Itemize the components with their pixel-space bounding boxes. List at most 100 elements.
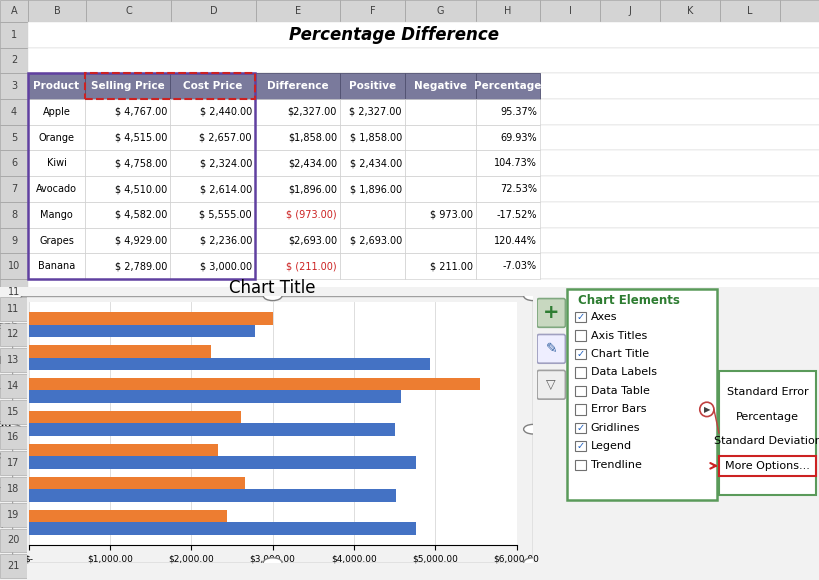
Bar (340, 0, 405, 22)
Circle shape (699, 402, 713, 416)
Text: G: G (437, 6, 444, 16)
Bar (575, 331, 585, 340)
Text: 16: 16 (7, 433, 20, 443)
Bar (29, 411, 241, 423)
Text: Trendline: Trendline (590, 460, 640, 470)
Bar (28, 73, 255, 279)
Bar (0, 253, 28, 279)
Text: Error Bars: Error Bars (590, 404, 645, 414)
Text: ✓: ✓ (576, 349, 584, 359)
Bar (0, 349, 27, 372)
Bar (29, 312, 272, 325)
Bar (29, 345, 210, 357)
Text: ✎: ✎ (545, 342, 556, 356)
Text: Negative: Negative (414, 81, 467, 91)
Text: H: H (504, 6, 511, 16)
Bar (0, 22, 28, 48)
Text: $1,858.00: $1,858.00 (287, 133, 337, 143)
Bar (28, 279, 819, 305)
Bar (405, 202, 475, 228)
Bar (28, 0, 86, 22)
Bar (171, 0, 256, 22)
Text: ✓: ✓ (576, 312, 584, 322)
Text: -7.03%: -7.03% (502, 262, 536, 271)
Bar (0, 528, 27, 552)
Bar (170, 253, 255, 279)
Bar (0, 228, 28, 253)
Bar (170, 228, 255, 253)
Bar (405, 253, 475, 279)
Bar (0, 0, 28, 22)
Bar (170, 176, 255, 202)
Text: Avocado: Avocado (36, 184, 77, 194)
Bar (0, 477, 27, 501)
Text: Mango: Mango (40, 210, 73, 220)
Text: $ 4,929.00: $ 4,929.00 (115, 235, 167, 245)
Bar (29, 378, 480, 390)
Bar (255, 73, 340, 99)
Bar (255, 150, 340, 176)
Bar (405, 0, 475, 22)
Bar (0, 73, 28, 99)
Text: $ 4,582.00: $ 4,582.00 (115, 210, 167, 220)
Bar (340, 176, 405, 202)
Text: 14: 14 (7, 381, 20, 391)
Text: Selling Price: Selling Price (91, 81, 164, 91)
Bar (29, 456, 415, 469)
Text: $2,434.00: $2,434.00 (287, 158, 337, 168)
Bar (28, 176, 819, 202)
Bar (475, 99, 540, 125)
Bar (29, 522, 416, 535)
Text: 1: 1 (11, 30, 17, 39)
Bar (475, 150, 540, 176)
Title: Chart Title: Chart Title (229, 279, 315, 298)
Text: 4: 4 (11, 107, 17, 117)
Bar (28, 125, 819, 150)
Text: ▶: ▶ (703, 405, 709, 414)
Text: $ 211.00: $ 211.00 (429, 262, 473, 271)
Bar (405, 176, 475, 202)
Text: Percentage: Percentage (473, 81, 541, 91)
Text: Axis Titles: Axis Titles (590, 331, 646, 340)
Bar (575, 460, 585, 470)
Bar (170, 202, 255, 228)
Bar (405, 73, 475, 99)
Text: E: E (295, 6, 301, 16)
Bar (28, 253, 819, 279)
Bar (85, 73, 255, 99)
Text: 120.44%: 120.44% (494, 235, 536, 245)
Circle shape (3, 558, 21, 567)
Bar (28, 73, 85, 99)
Bar (475, 125, 540, 150)
Bar (575, 386, 585, 396)
Bar (0, 426, 27, 450)
Bar (719, 0, 779, 22)
Text: 17: 17 (7, 458, 20, 468)
FancyBboxPatch shape (536, 335, 565, 363)
Text: Chart Title: Chart Title (590, 349, 648, 359)
Text: Axes: Axes (590, 312, 617, 322)
Text: D: D (210, 6, 217, 16)
Bar (29, 444, 217, 456)
Text: $ 2,657.00: $ 2,657.00 (199, 133, 251, 143)
Bar (86, 0, 171, 22)
Text: 8: 8 (11, 210, 17, 220)
Text: 69.93%: 69.93% (500, 133, 536, 143)
Bar (575, 404, 585, 415)
Bar (567, 289, 716, 500)
Text: 11: 11 (7, 304, 20, 314)
Text: $ 2,614.00: $ 2,614.00 (200, 184, 251, 194)
Bar (405, 228, 475, 253)
Text: ✓: ✓ (576, 423, 584, 433)
Text: $ 2,434.00: $ 2,434.00 (350, 158, 401, 168)
Text: Data Table: Data Table (590, 386, 649, 396)
Bar (405, 99, 475, 125)
Bar (0, 279, 28, 305)
Text: ▽: ▽ (545, 378, 555, 392)
Bar (340, 228, 405, 253)
Text: 15: 15 (7, 407, 20, 416)
Bar (340, 125, 405, 150)
Text: Difference: Difference (266, 81, 328, 91)
Bar (255, 202, 340, 228)
Bar (28, 22, 819, 48)
